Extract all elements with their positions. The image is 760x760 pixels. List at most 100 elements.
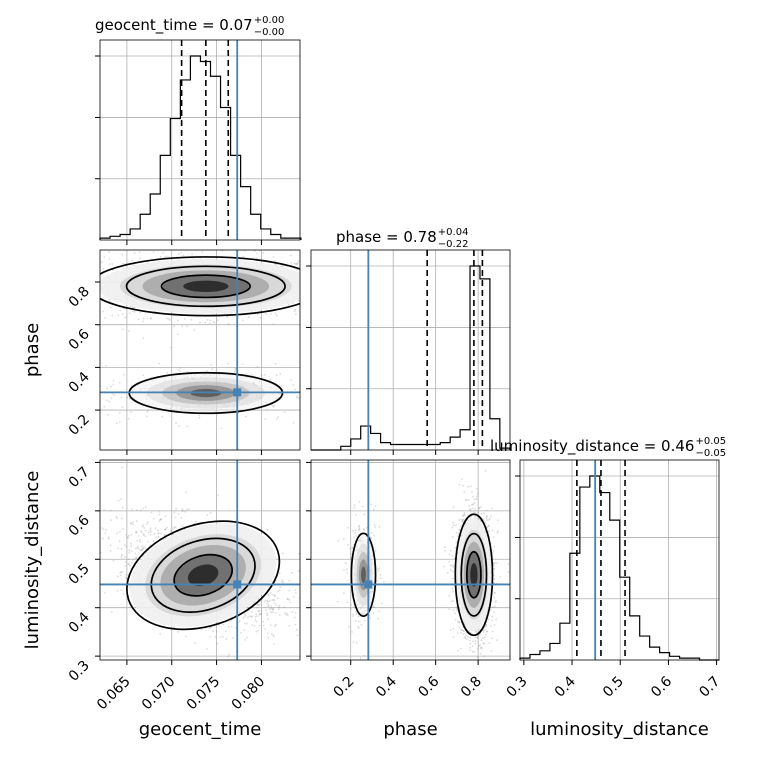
sample-point <box>144 506 147 508</box>
sample-point <box>118 411 121 414</box>
sample-point <box>283 606 286 609</box>
sample-point <box>125 573 128 576</box>
sample-point <box>452 565 454 568</box>
sample-point <box>109 306 112 309</box>
sample-point <box>474 511 476 514</box>
sample-point <box>266 612 268 615</box>
sample-point <box>164 528 166 531</box>
sample-point <box>126 536 129 539</box>
sample-point <box>443 546 446 549</box>
sample-point <box>136 539 139 542</box>
sample-point <box>122 373 125 376</box>
sample-point <box>476 636 479 639</box>
sample-point <box>175 507 178 510</box>
sample-point <box>155 536 158 539</box>
sample-point <box>267 600 269 603</box>
sample-point <box>471 491 474 493</box>
sample-point <box>314 626 316 628</box>
sample-point <box>473 516 476 519</box>
sample-point <box>278 604 281 607</box>
sample-point <box>135 531 138 534</box>
panel-frame <box>519 459 720 661</box>
sample-point <box>488 641 491 644</box>
sample-point <box>322 295 324 297</box>
sample-point <box>199 321 201 324</box>
sample-point <box>458 529 461 532</box>
sample-point <box>304 264 306 266</box>
sample-point <box>225 638 228 640</box>
sample-point <box>470 510 472 513</box>
sample-point <box>482 631 485 633</box>
sample-point <box>484 521 487 524</box>
sample-point <box>253 624 256 627</box>
sample-point <box>463 491 466 494</box>
sample-point <box>274 625 277 628</box>
sample-point <box>138 251 141 253</box>
sample-point <box>213 321 216 324</box>
sample-point <box>128 312 131 314</box>
sample-point <box>458 519 460 522</box>
sample-point <box>177 368 180 371</box>
sample-point <box>480 512 483 515</box>
sample-point <box>103 405 106 408</box>
sample-point <box>301 265 303 267</box>
sample-point <box>278 589 281 592</box>
sample-point <box>304 283 306 285</box>
sample-point <box>304 286 306 288</box>
density-fill <box>183 280 229 292</box>
sample-point <box>109 300 112 303</box>
sample-point <box>104 316 106 319</box>
sample-point <box>210 363 213 366</box>
sample-point <box>303 583 305 585</box>
sample-point <box>281 552 284 555</box>
sample-point <box>258 610 260 612</box>
sample-point <box>224 630 227 633</box>
sample-point <box>302 258 304 260</box>
sample-point <box>124 556 126 558</box>
sample-point <box>28 282 30 284</box>
sample-point <box>272 323 274 326</box>
sample-point <box>111 263 114 265</box>
sample-point <box>282 265 284 267</box>
sample-point <box>124 565 127 568</box>
sample-point <box>320 276 322 278</box>
sample-point <box>469 642 472 645</box>
sample-point <box>478 507 481 510</box>
sample-point <box>487 524 490 527</box>
sample-point <box>309 298 311 300</box>
sample-point <box>300 273 302 275</box>
sample-point <box>181 509 184 512</box>
sample-point <box>108 263 111 266</box>
sample-point <box>179 367 182 370</box>
sample-point <box>102 310 105 313</box>
sample-point <box>121 570 124 573</box>
sample-point <box>364 267 366 269</box>
sample-point <box>125 545 128 548</box>
sample-point <box>450 600 453 603</box>
sample-point <box>490 507 493 510</box>
sample-point <box>139 549 142 552</box>
sample-point <box>254 618 257 621</box>
sample-point <box>461 520 464 523</box>
sample-point <box>316 377 318 379</box>
sample-point <box>294 388 297 391</box>
sample-point <box>317 269 319 271</box>
sample-point <box>303 272 305 274</box>
sample-point <box>120 498 122 500</box>
sample-point <box>116 589 119 592</box>
sample-point <box>314 393 316 395</box>
sample-point <box>495 618 497 621</box>
sample-point <box>270 633 273 635</box>
sample-point <box>484 633 487 636</box>
sample-point <box>256 313 259 316</box>
histogram-step <box>519 475 720 661</box>
sample-point <box>146 317 149 320</box>
sample-point <box>471 650 474 653</box>
sample-point <box>256 604 259 607</box>
sample-point <box>147 521 150 524</box>
sample-point <box>343 300 345 302</box>
sample-point <box>482 637 484 639</box>
sample-point <box>131 523 134 526</box>
sample-point <box>23 266 25 268</box>
sample-point <box>153 532 156 535</box>
